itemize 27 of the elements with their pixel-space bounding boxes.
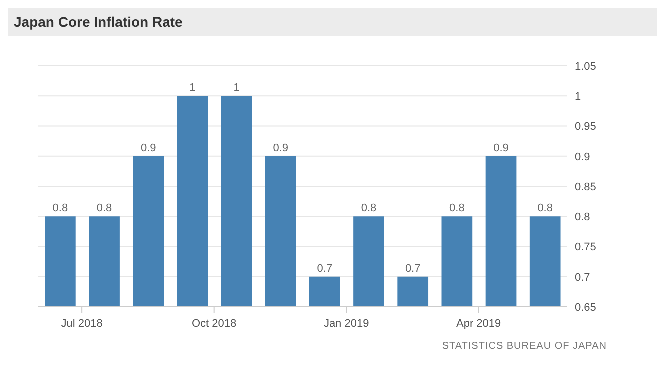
y-tick-label: 0.95 — [575, 121, 596, 134]
data-label: 0.8 — [52, 202, 68, 215]
y-tick-label: 0.65 — [575, 302, 596, 314]
data-label: 1 — [190, 82, 196, 94]
data-label: 0.8 — [450, 202, 465, 215]
y-tick-label: 0.75 — [575, 242, 596, 254]
y-tick-label: 0.8 — [575, 212, 590, 224]
data-label: 0.9 — [494, 142, 509, 154]
y-tick-label: 0.85 — [575, 181, 596, 194]
y-tick-label: 0.7 — [575, 272, 590, 284]
data-label: 0.9 — [273, 142, 288, 154]
data-label: 0.8 — [361, 202, 377, 215]
data-label: 0.8 — [96, 202, 112, 215]
chart-title: Japan Core Inflation Rate — [8, 8, 657, 36]
y-tick-label: 1.05 — [575, 60, 596, 73]
data-label: 0.7 — [405, 262, 421, 275]
y-tick-label: 0.9 — [575, 151, 590, 164]
x-tick-label: Oct 2018 — [192, 318, 237, 330]
data-label: 0.8 — [538, 202, 553, 215]
text: STATISTICS BUREAU OF JAPAN — [442, 341, 607, 352]
data-label: 1 — [234, 82, 240, 94]
y-tick-label: 1 — [575, 91, 582, 104]
x-tick-label: Jul 2018 — [61, 318, 103, 330]
x-tick-label: Apr 2019 — [456, 318, 502, 330]
x-tick-label: Jan 2019 — [324, 318, 370, 330]
data-label: 0.9 — [140, 142, 156, 154]
data-label: 0.7 — [317, 262, 333, 275]
